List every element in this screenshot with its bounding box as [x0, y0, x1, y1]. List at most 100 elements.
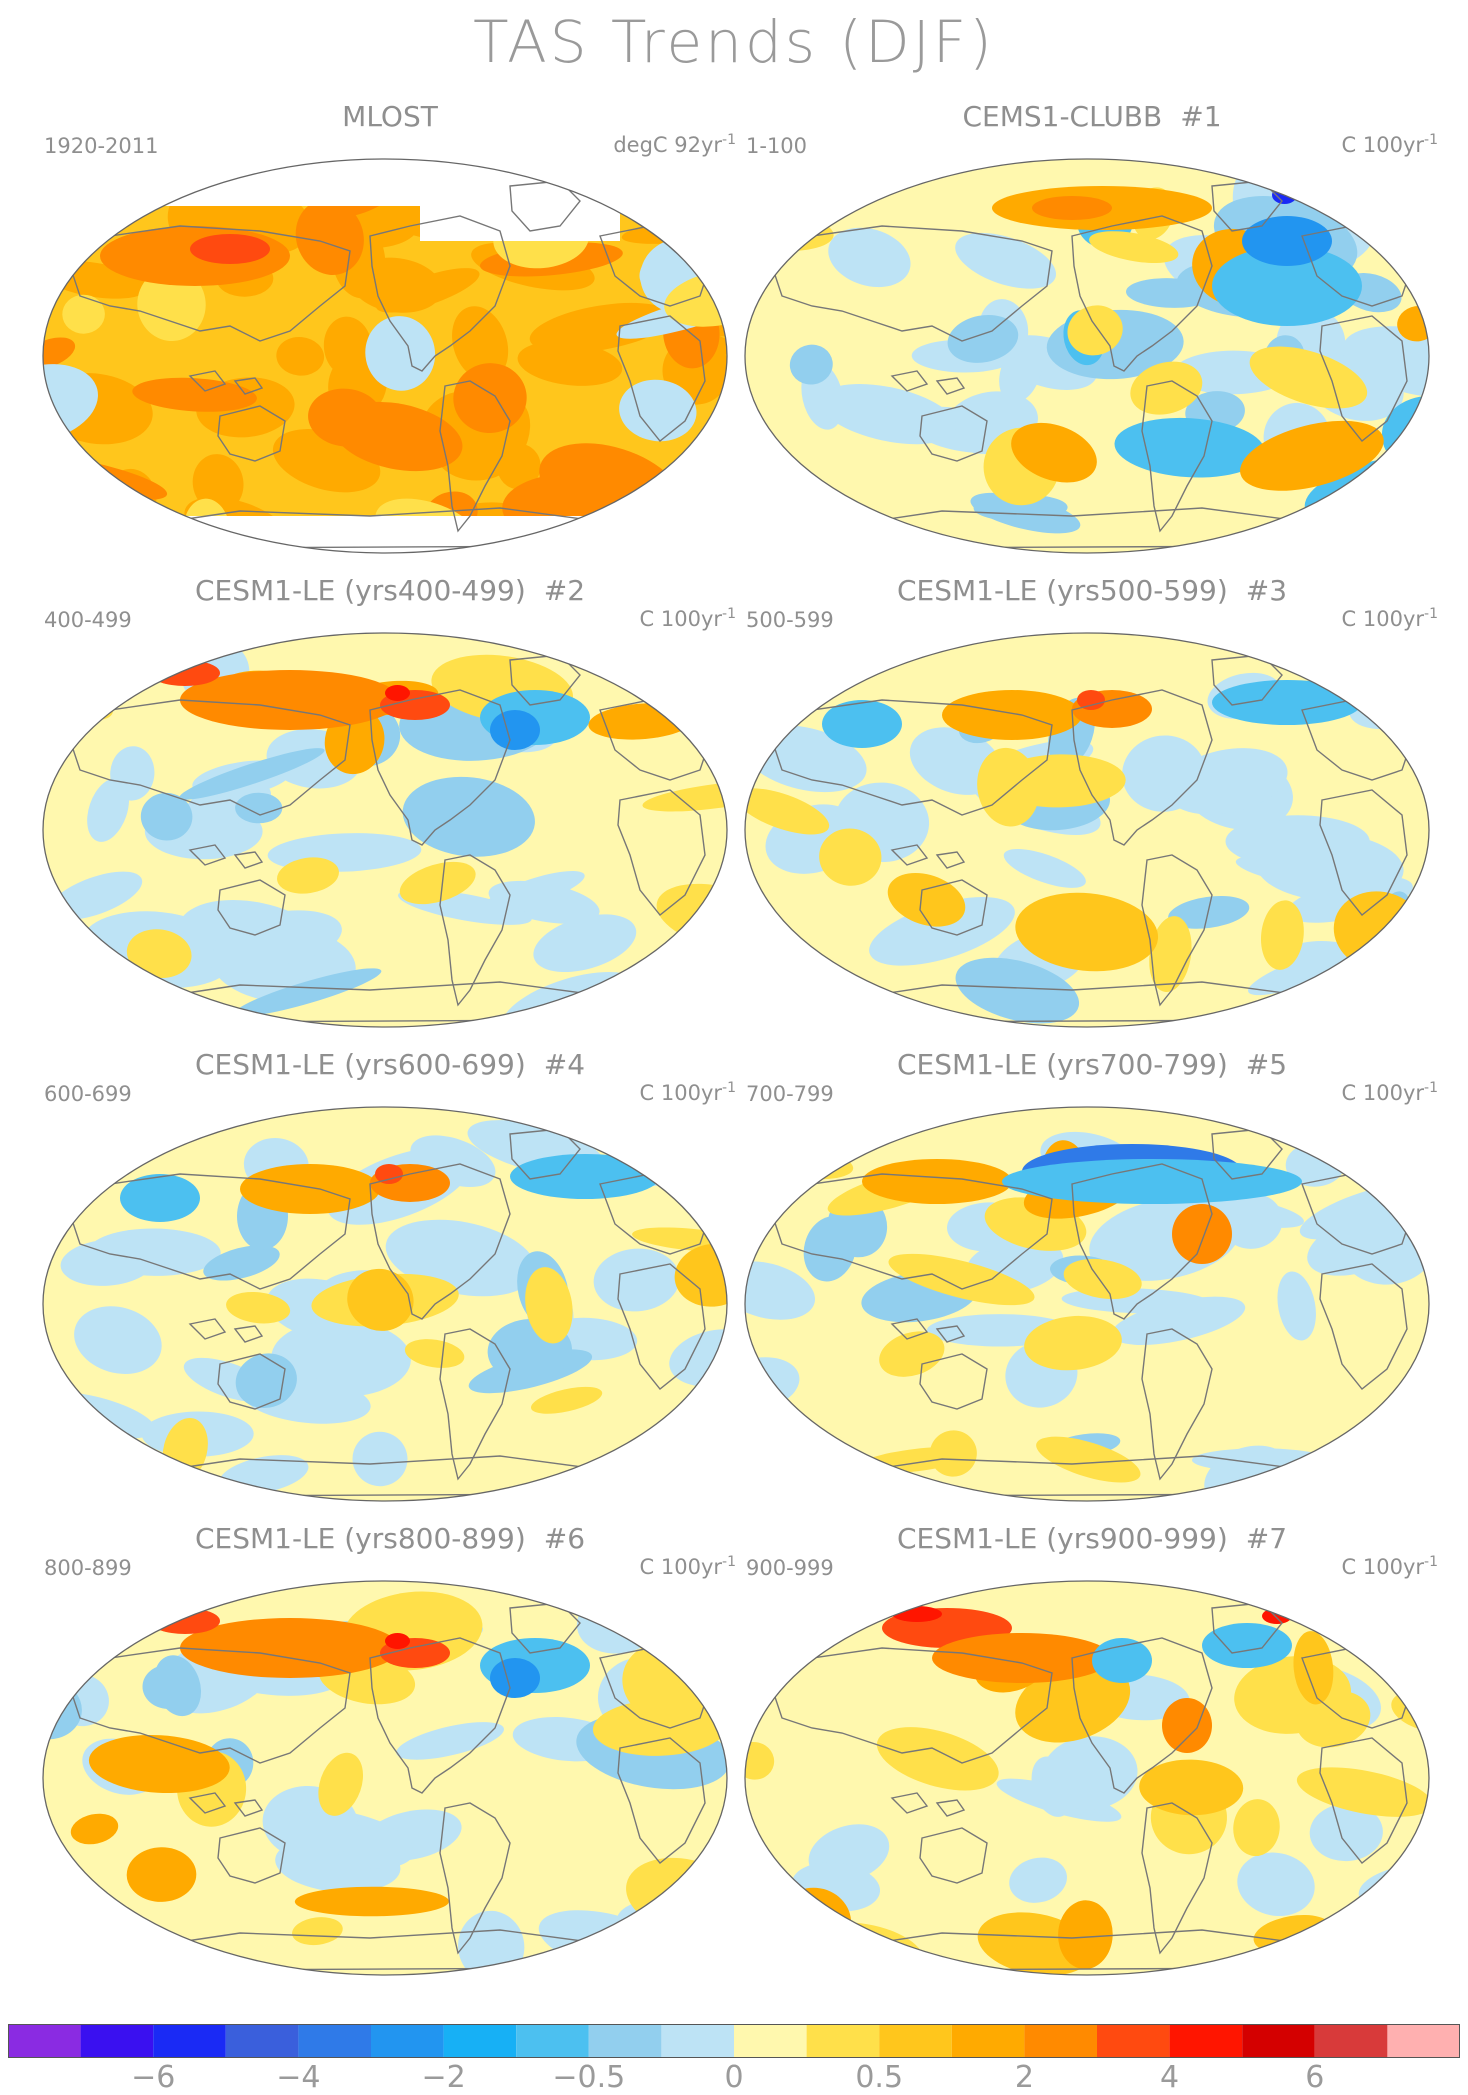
trend-patch [955, 232, 1057, 289]
trend-patch [150, 660, 220, 686]
trend-patch [140, 792, 193, 841]
coastline [919, 1353, 988, 1410]
map-panel: CESM1-LE (yrs600-699) #4 600-699 C 100yr-1 [40, 1048, 740, 1502]
panel-units: C 100yr-1 [640, 1554, 736, 1579]
trend-patch [1058, 1900, 1113, 1970]
trend-patch [932, 1633, 1112, 1683]
trend-patch [879, 1331, 945, 1377]
missing-data-region [43, 159, 727, 206]
panel-units-exponent: -1 [1424, 132, 1438, 148]
panel-number: #2 [543, 574, 586, 607]
map-panel: CEMS1-CLUBB #1 1-100 C 100yr-1 [742, 100, 1442, 554]
coastline [188, 370, 227, 392]
coastline [1319, 1263, 1408, 1390]
trend-patch [226, 1291, 291, 1324]
coastline [771, 1647, 1053, 1764]
colorbar-swatch [298, 2024, 371, 2058]
trend-patch [1196, 1196, 1304, 1228]
colorbar-swatch [153, 2024, 226, 2058]
coastline [935, 377, 966, 395]
trend-patch [517, 341, 623, 386]
trend-patch [1395, 963, 1429, 1007]
trend-patch [819, 383, 957, 445]
colorbar-tick-label: −6 [131, 2060, 176, 2095]
trend-patch [955, 957, 1080, 1024]
panel-units-base: degC 92yr [613, 133, 723, 157]
coastline [1141, 1328, 1213, 1481]
colorbar-swatch [734, 2024, 807, 2058]
trend-patch [655, 1920, 722, 1975]
map-border [744, 158, 1430, 554]
trend-patch [365, 316, 436, 391]
panel-name: CESM1-LE (yrs800-899) [194, 1522, 526, 1555]
trend-patch [234, 968, 382, 1017]
trend-patch [1346, 954, 1429, 1019]
coastline [369, 689, 511, 846]
colorbar-swatch [516, 2024, 589, 2058]
panel-title: CESM1-LE (yrs700-799) #5 [742, 1048, 1442, 1081]
coastline [617, 1737, 706, 1864]
coastline [439, 380, 511, 533]
coastline [1141, 380, 1213, 533]
trend-patch [1111, 1296, 1246, 1345]
colorbar-swatch [1387, 2024, 1460, 2058]
trend-patch [862, 1159, 1012, 1204]
colorbar-tick-label: 0 [724, 2060, 744, 2095]
trend-patch [745, 1900, 828, 1966]
colorbar-swatch [371, 2024, 444, 2058]
trend-patch [126, 1847, 197, 1902]
trend-patch [947, 314, 1019, 363]
panel-units-base: C 100yr [1341, 1555, 1425, 1579]
trend-patch [1202, 1623, 1292, 1668]
panel-units-base: C 100yr [639, 607, 723, 631]
trend-patch [60, 1239, 155, 1286]
trend-patch [323, 316, 372, 377]
trend-patch [1042, 1736, 1138, 1810]
trend-patch [642, 781, 727, 812]
trend-patch [190, 234, 270, 264]
coastline [890, 370, 929, 392]
trend-patch [789, 344, 833, 385]
coastline [69, 1647, 351, 1764]
trend-patch [1296, 1690, 1371, 1748]
map-border [744, 632, 1430, 1028]
trend-patch [318, 1752, 364, 1816]
trend-patch [43, 493, 163, 553]
trend-patch [375, 1164, 403, 1184]
trend-patch [1255, 832, 1404, 902]
map-panel: CESM1-LE (yrs700-799) #5 700-799 C 100yr-1 [742, 1048, 1442, 1502]
coastline [935, 1799, 966, 1817]
panel-number: #5 [1245, 1048, 1288, 1081]
coastline [233, 1325, 264, 1343]
map-panel: MLOST 1920-2011 degC 92yr-1 [40, 100, 740, 554]
panel-name: CESM1-LE (yrs500-599) [896, 574, 1228, 607]
trend-patch [180, 1618, 400, 1678]
trend-patch [529, 302, 672, 353]
map-panel: CESM1-LE (yrs500-599) #3 500-599 C 100yr-1 [742, 574, 1442, 1028]
coastline [890, 844, 929, 866]
trend-patch [213, 910, 342, 968]
panel-units-base: C 100yr [639, 1081, 723, 1105]
panel-units-exponent: -1 [722, 1080, 736, 1096]
panel-period: 900-999 [746, 1556, 834, 1580]
coastline [919, 1827, 988, 1884]
colorbar-tick-label: 0.5 [855, 2060, 904, 2095]
trend-patch [1293, 1631, 1334, 1705]
trend-patch [142, 1664, 195, 1709]
colorbar-tick-label: −4 [276, 2060, 321, 2095]
figure-title: TAS Trends (DJF) [473, 8, 995, 76]
coastline [890, 1792, 929, 1814]
panel-title: CESM1-LE (yrs500-599) #3 [742, 574, 1442, 607]
trend-patch [1242, 216, 1332, 266]
trend-patch [490, 1658, 540, 1698]
map-border [744, 1106, 1430, 1502]
coastline [233, 1799, 264, 1817]
panel-number: #7 [1245, 1522, 1288, 1555]
trend-patch [110, 746, 155, 801]
colorbar-swatch [879, 2024, 952, 2058]
coastline [188, 1792, 227, 1814]
trend-patch [887, 873, 966, 927]
trend-map [42, 158, 728, 554]
trend-patch [1015, 892, 1159, 972]
panel-period: 1920-2011 [44, 134, 159, 158]
